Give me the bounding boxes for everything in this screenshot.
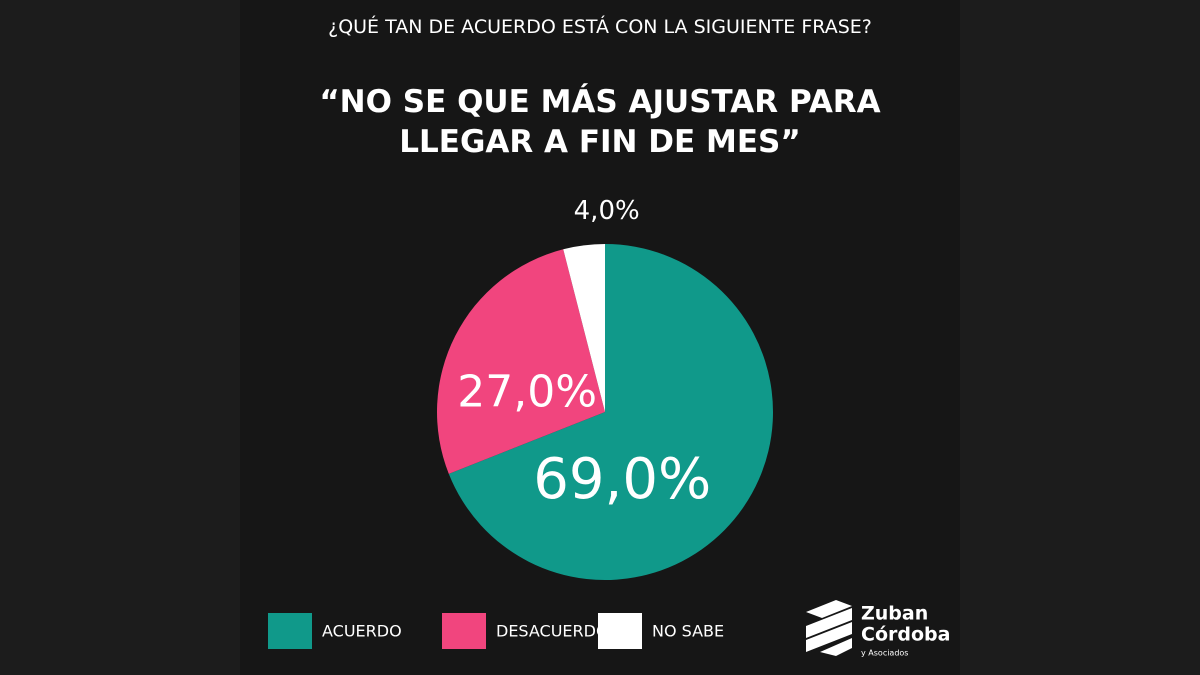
- chart-subtitle: “NO SE QUE MÁS AJUSTAR PARA LLEGAR A FIN…: [319, 84, 881, 160]
- data-label: 27,0%: [457, 366, 597, 417]
- legend-label: ACUERDO: [322, 622, 402, 641]
- data-label: 4,0%: [574, 196, 640, 226]
- logo-icon: [806, 600, 852, 656]
- pie-slice: [448, 244, 773, 581]
- legend-swatch: [268, 613, 312, 649]
- legend-label: NO SABE: [652, 622, 724, 641]
- chart-title: ¿QUÉ TAN DE ACUERDO ESTÁ CON LA SIGUIENT…: [328, 16, 872, 38]
- data-label: 69,0%: [533, 447, 711, 512]
- logo-text: y Asociados: [861, 649, 908, 658]
- pie-slice: [436, 249, 605, 474]
- logo-text: Zuban: [861, 603, 928, 625]
- legend-swatch: [442, 613, 486, 649]
- logo-text: Córdoba: [861, 624, 950, 646]
- pie-slice: [563, 244, 605, 412]
- legend-label: DESACUERDO: [496, 622, 609, 641]
- legend-swatch: [598, 613, 642, 649]
